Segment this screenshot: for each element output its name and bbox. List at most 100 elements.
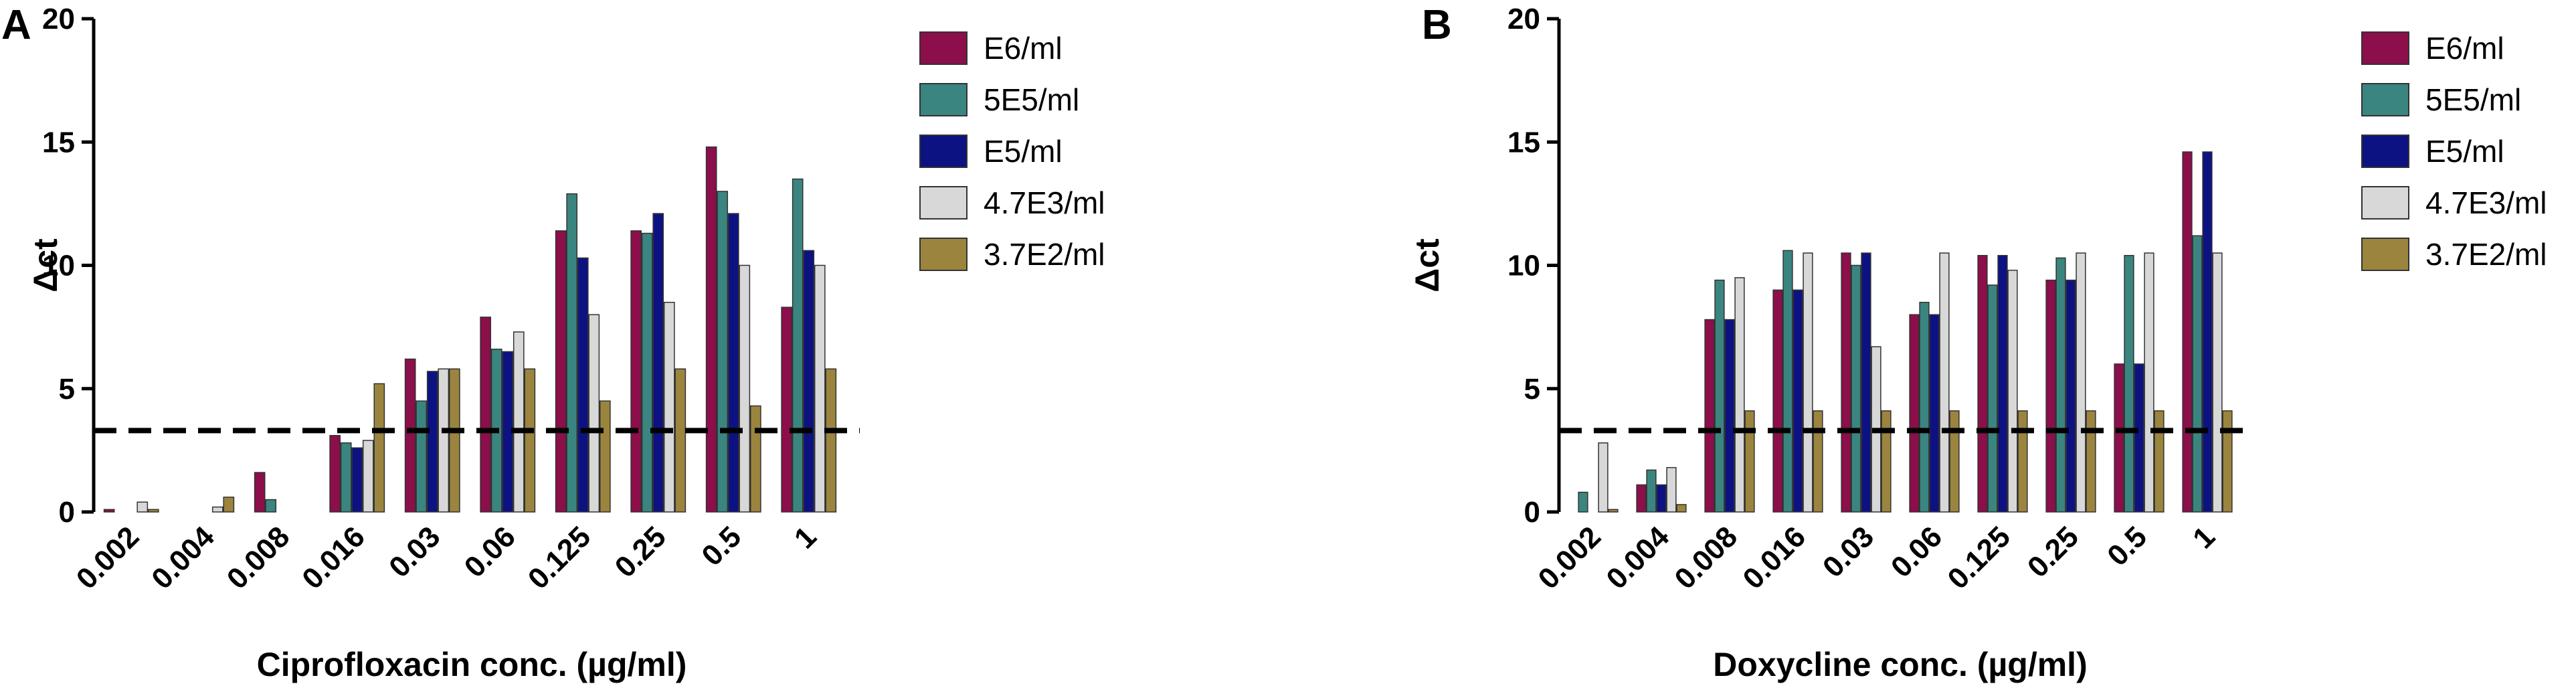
- bar: [1704, 319, 1715, 513]
- bar: [1851, 264, 1861, 513]
- y-tick-label: 15: [1507, 126, 1540, 159]
- bar: [136, 501, 149, 513]
- bar: [2202, 151, 2213, 513]
- bar: [739, 264, 751, 513]
- bar: [1909, 314, 1920, 513]
- bar: [577, 257, 589, 513]
- legend-label: E6/ml: [2425, 31, 2504, 66]
- x-tick-label: 0.25: [609, 520, 672, 584]
- bar: [1841, 252, 1851, 513]
- y-tick-label: 5: [59, 373, 75, 406]
- bar: [351, 447, 363, 513]
- bar: [630, 230, 642, 513]
- x-tick-label: 0.06: [1885, 520, 1948, 584]
- bar: [825, 368, 837, 513]
- legend-label: 5E5/ml: [984, 82, 1079, 117]
- x-axis-title: Doxycline conc. (µg/ml): [1713, 646, 2087, 683]
- x-tick-label: 0.5: [2101, 520, 2153, 572]
- x-tick-label: 0.002: [1532, 520, 1608, 596]
- bar: [2124, 255, 2134, 513]
- y-tick-label: 10: [42, 250, 75, 282]
- bar: [1656, 484, 1667, 513]
- bar: [792, 178, 804, 513]
- bar: [265, 499, 277, 513]
- bar: [1813, 410, 1823, 513]
- x-tick-label: 0.016: [296, 520, 371, 596]
- x-tick-label: 0.125: [522, 520, 597, 596]
- bar: [2144, 252, 2154, 513]
- bar: [254, 472, 266, 513]
- legend-swatch: [919, 83, 968, 116]
- bar: [1987, 284, 1998, 513]
- bar: [674, 368, 686, 513]
- legend-swatch: [2361, 83, 2409, 116]
- bar: [2154, 410, 2165, 513]
- bar: [480, 317, 492, 513]
- bar: [513, 331, 525, 513]
- legend-label: E5/ml: [984, 134, 1063, 169]
- x-tick-label: 0.03: [1817, 520, 1880, 584]
- legend-label: E6/ml: [984, 31, 1063, 66]
- bar: [588, 314, 600, 513]
- y-tick-label: 10: [1507, 250, 1540, 282]
- legend-swatch: [919, 31, 968, 65]
- bar: [641, 232, 653, 513]
- bar: [404, 358, 416, 513]
- legend-label: 5E5/ml: [2425, 82, 2521, 117]
- bar: [2134, 363, 2144, 513]
- bar: [749, 405, 761, 513]
- bar: [329, 435, 341, 513]
- bar: [2055, 257, 2066, 513]
- legend-label: E5/ml: [2425, 134, 2504, 169]
- y-tick-label: 0: [1524, 496, 1540, 529]
- legend-swatch: [2361, 238, 2409, 271]
- y-tick-label: 15: [42, 126, 75, 159]
- bar: [1782, 250, 1793, 513]
- bar: [814, 264, 826, 513]
- bar: [373, 383, 385, 513]
- bar: [1578, 491, 1588, 513]
- bar: [1919, 302, 1930, 513]
- y-tick-label: 5: [1524, 373, 1540, 406]
- bar: [2114, 363, 2124, 513]
- bar: [426, 371, 438, 513]
- bar: [781, 307, 793, 513]
- bar: [2065, 279, 2076, 513]
- bar: [652, 213, 664, 513]
- bar: [2212, 252, 2223, 513]
- x-tick-label: 0.004: [1600, 520, 1676, 596]
- x-tick-label: 0.25: [2021, 520, 2085, 584]
- bar: [663, 302, 675, 513]
- bar: [524, 368, 536, 513]
- bar: [2045, 279, 2056, 513]
- y-tick-label: 20: [1507, 3, 1540, 35]
- legend-label: 3.7E2/ml: [984, 237, 1105, 272]
- bar: [717, 191, 729, 513]
- bar: [2076, 252, 2086, 513]
- x-tick-label: 0.5: [695, 520, 747, 572]
- bar: [727, 213, 739, 513]
- bar: [448, 368, 460, 513]
- bar: [555, 230, 567, 513]
- x-tick-label: 0.03: [383, 520, 446, 584]
- bar: [1939, 252, 1950, 513]
- legend-label: 4.7E3/ml: [2425, 185, 2547, 220]
- bar: [1803, 252, 1813, 513]
- bar: [1608, 509, 1619, 513]
- bar: [2007, 270, 2018, 513]
- bar: [803, 250, 815, 513]
- bar: [1744, 410, 1755, 513]
- bar: [1881, 410, 1892, 513]
- bar: [1666, 466, 1677, 513]
- bar: [1724, 319, 1735, 513]
- bar: [147, 509, 159, 513]
- bar: [2182, 151, 2193, 513]
- x-tick-label: 0.008: [1669, 520, 1744, 596]
- legend-swatch: [919, 135, 968, 168]
- bar: [1997, 255, 2008, 513]
- bar: [1977, 255, 1988, 513]
- bar: [1949, 410, 1960, 513]
- bar: [1676, 504, 1687, 513]
- bar: [1734, 277, 1745, 513]
